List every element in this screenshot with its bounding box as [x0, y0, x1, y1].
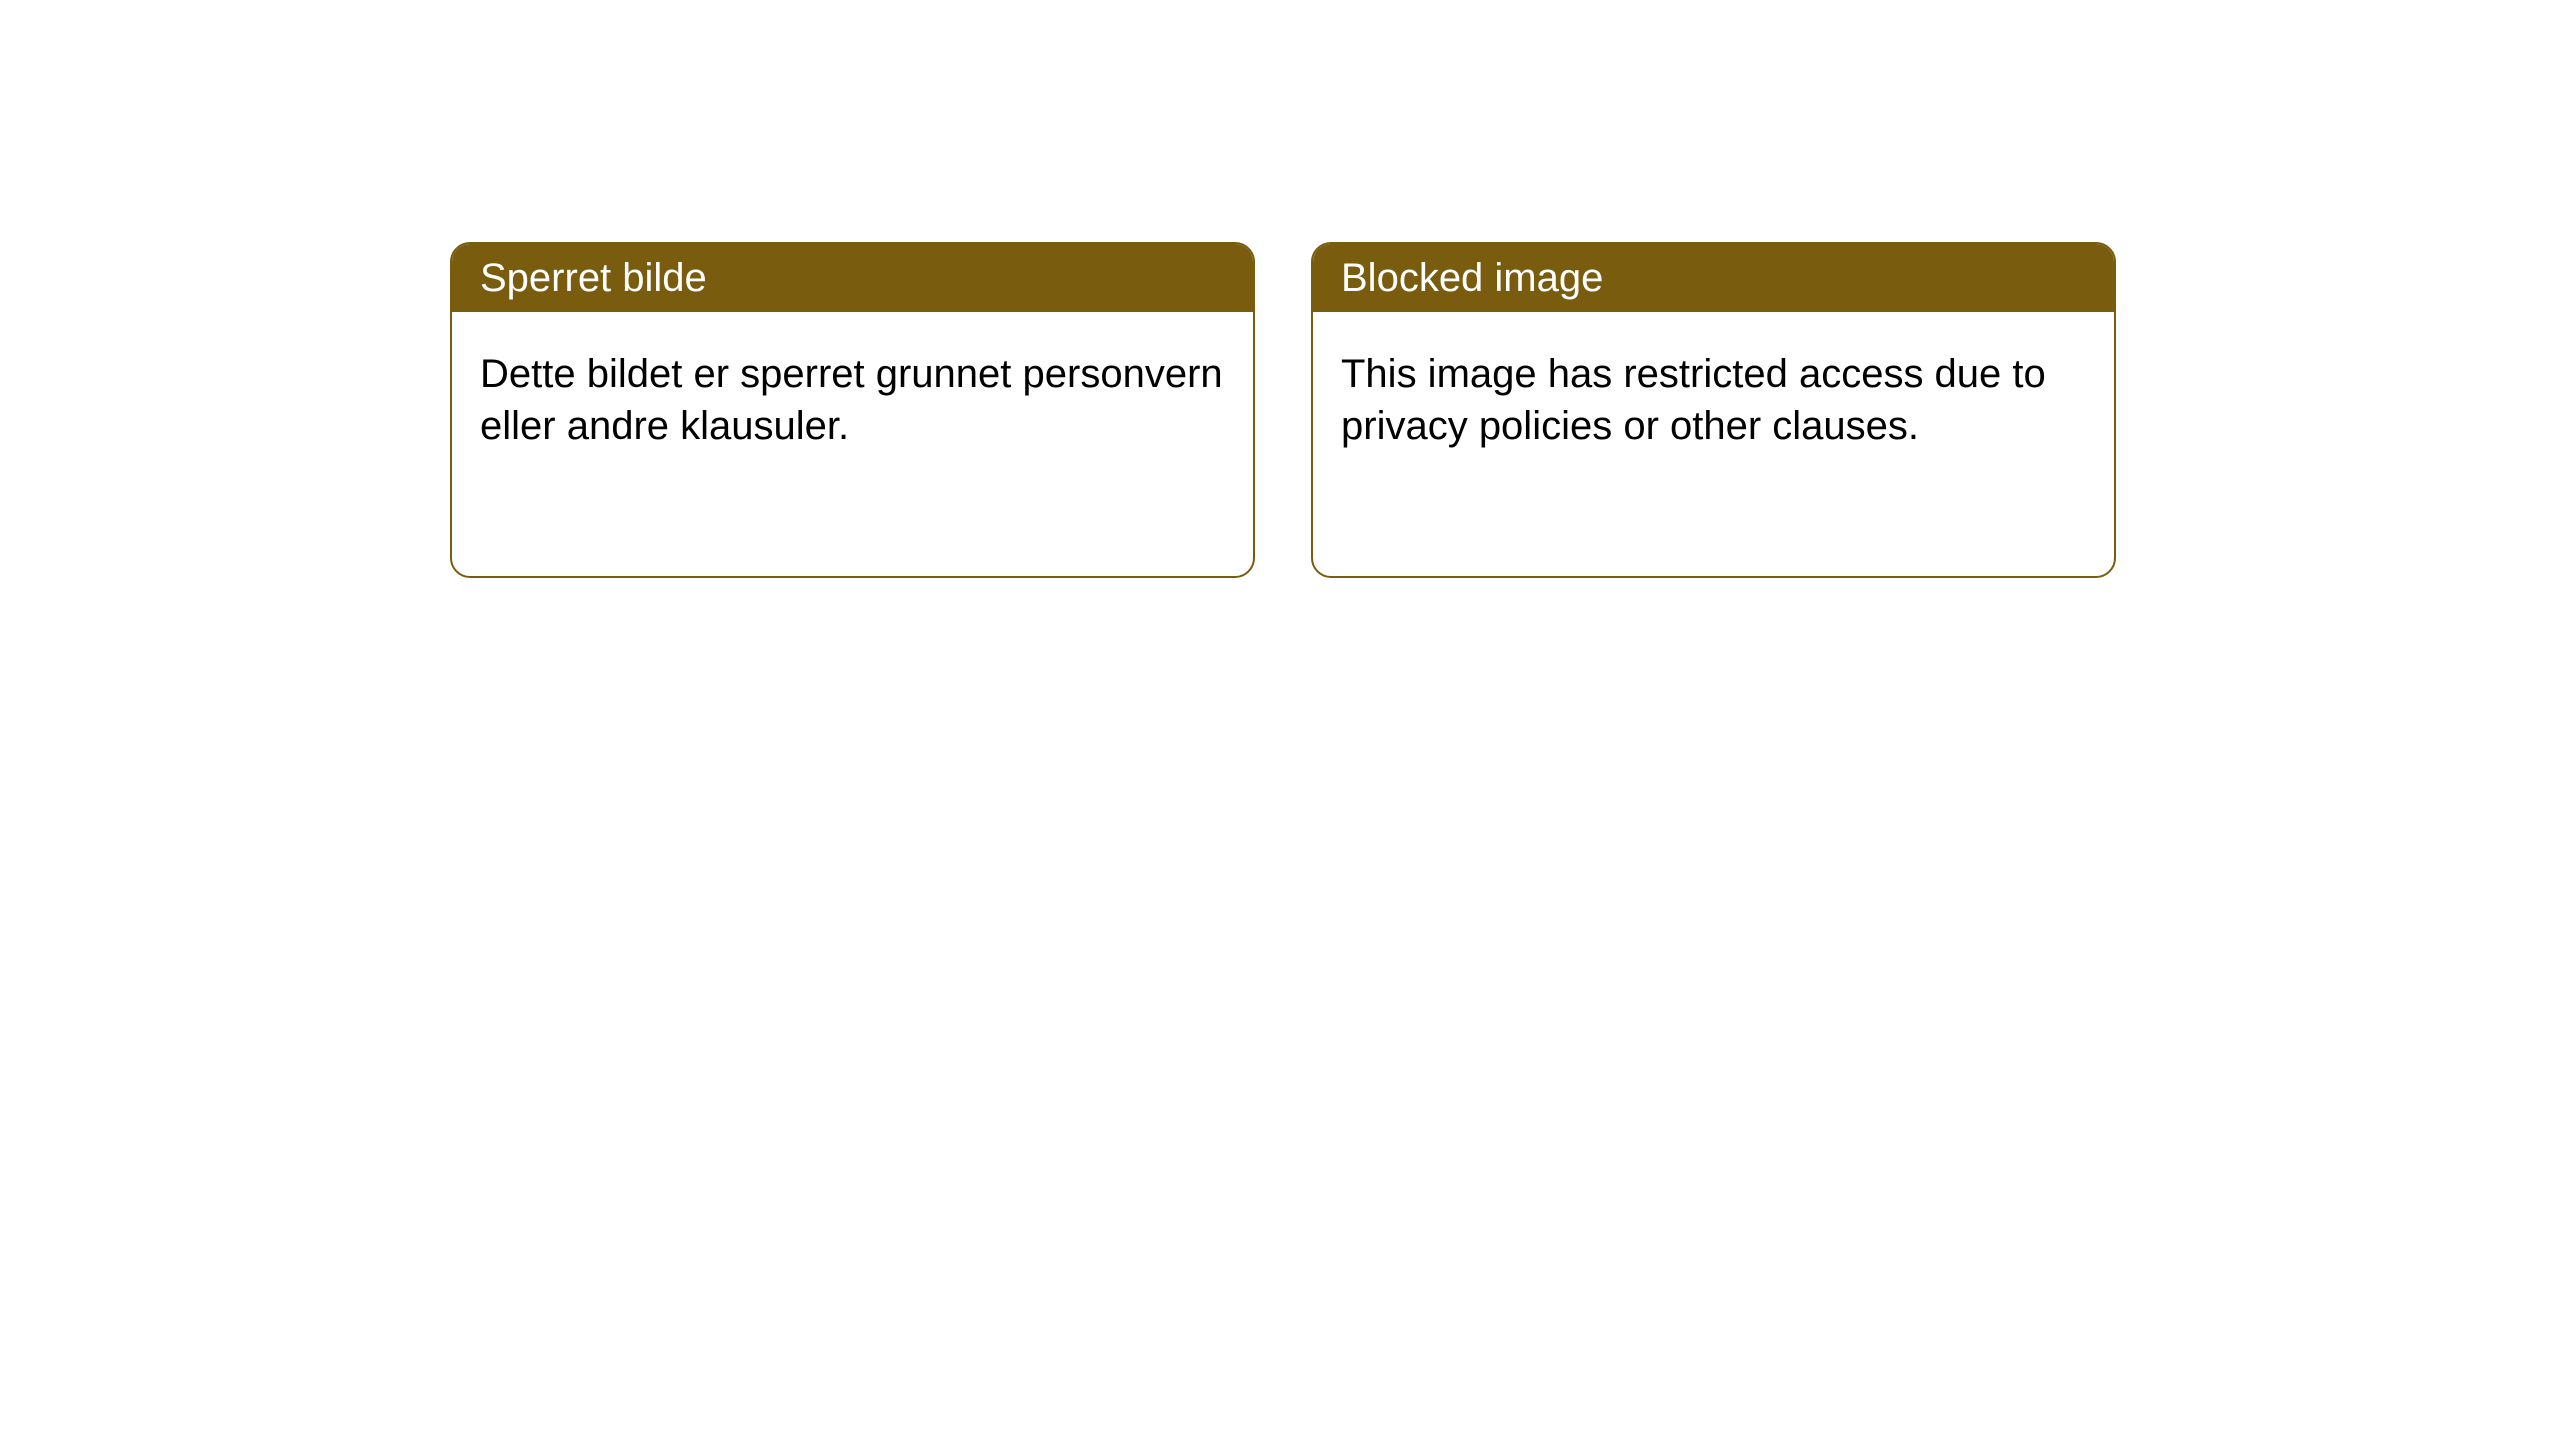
notice-card-norwegian: Sperret bilde Dette bildet er sperret gr…: [450, 242, 1255, 578]
notice-container: Sperret bilde Dette bildet er sperret gr…: [0, 0, 2560, 578]
card-body-english: This image has restricted access due to …: [1313, 312, 2114, 488]
notice-card-english: Blocked image This image has restricted …: [1311, 242, 2116, 578]
card-title-english: Blocked image: [1313, 244, 2114, 312]
card-body-norwegian: Dette bildet er sperret grunnet personve…: [452, 312, 1253, 488]
card-title-norwegian: Sperret bilde: [452, 244, 1253, 312]
